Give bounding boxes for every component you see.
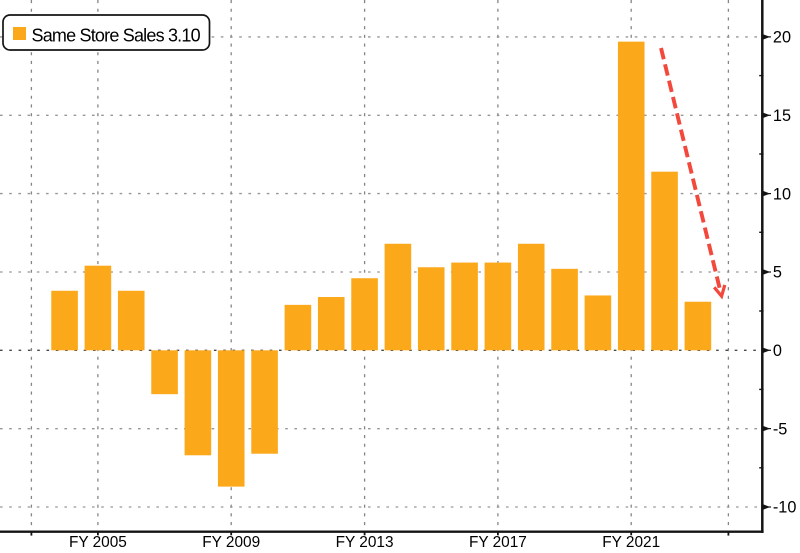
svg-text:-5: -5 <box>773 420 787 438</box>
svg-text:FY 2017: FY 2017 <box>469 534 527 551</box>
svg-text:Same Store Sales 3.10: Same Store Sales 3.10 <box>32 26 201 46</box>
svg-text:-10: -10 <box>773 499 797 517</box>
svg-text:5: 5 <box>773 264 782 282</box>
svg-text:FY 2021: FY 2021 <box>602 534 660 551</box>
svg-text:0: 0 <box>773 342 782 360</box>
svg-text:FY 2005: FY 2005 <box>69 534 127 551</box>
svg-text:10: 10 <box>773 185 791 203</box>
svg-text:FY 2013: FY 2013 <box>336 534 394 551</box>
svg-text:20: 20 <box>773 29 791 47</box>
svg-text:15: 15 <box>773 107 791 125</box>
svg-text:FY 2009: FY 2009 <box>202 534 260 551</box>
